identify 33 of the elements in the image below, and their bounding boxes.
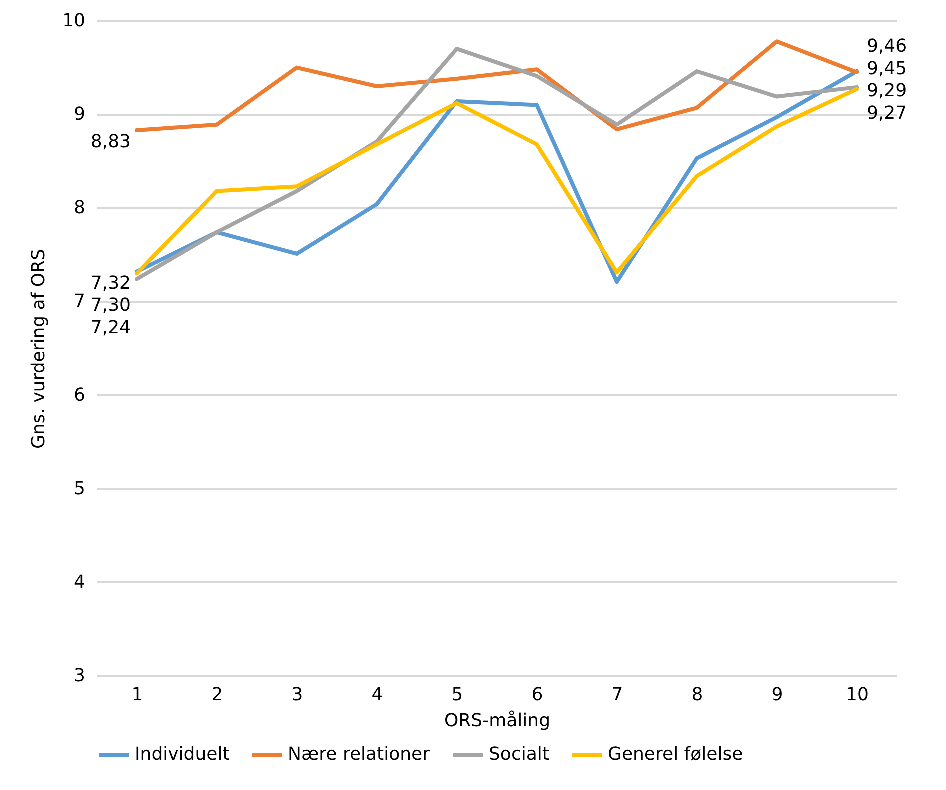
data-label: 9,46 [867,36,908,58]
x-tick-label: 6 [532,684,544,706]
data-label: 9,29 [867,80,908,102]
x-tick-label: 10 [846,684,869,706]
y-tick-label: 6 [74,384,86,406]
legend-label: Socialt [489,744,550,765]
data-label: 7,24 [90,317,131,338]
x-tick-label: 8 [692,684,704,706]
legend-label: Individuelt [135,744,230,765]
y-axis-title: Gns. vurdering af ORS [28,249,50,449]
x-axis-title: ORS-måling [444,710,550,732]
y-tick-label: 7 [74,291,86,312]
x-tick-label: 2 [212,684,224,706]
line-series [135,40,859,132]
legend-label: Generel følelse [608,744,744,765]
data-label: 7,32 [90,272,131,294]
y-tick-label: 9 [74,104,86,126]
y-tick-label: 4 [74,572,86,593]
y-tick-label: 5 [74,478,86,500]
data-label: 9,45 [867,58,908,80]
legend-label: Nære relationer [288,744,431,765]
x-tick-label: 3 [292,684,304,706]
data-label: 7,30 [90,295,131,316]
x-tick-label: 4 [372,684,384,706]
x-tick-label: 9 [772,684,784,706]
x-tick-label: 7 [612,684,624,706]
x-tick-label: 1 [132,684,144,706]
data-label: 8,83 [90,131,131,152]
y-tick-label: 10 [62,10,86,32]
y-tick-label: 3 [74,666,86,686]
y-tick-label: 8 [74,198,86,219]
x-tick-label: 5 [452,684,464,706]
data-label: 9,27 [867,102,908,124]
